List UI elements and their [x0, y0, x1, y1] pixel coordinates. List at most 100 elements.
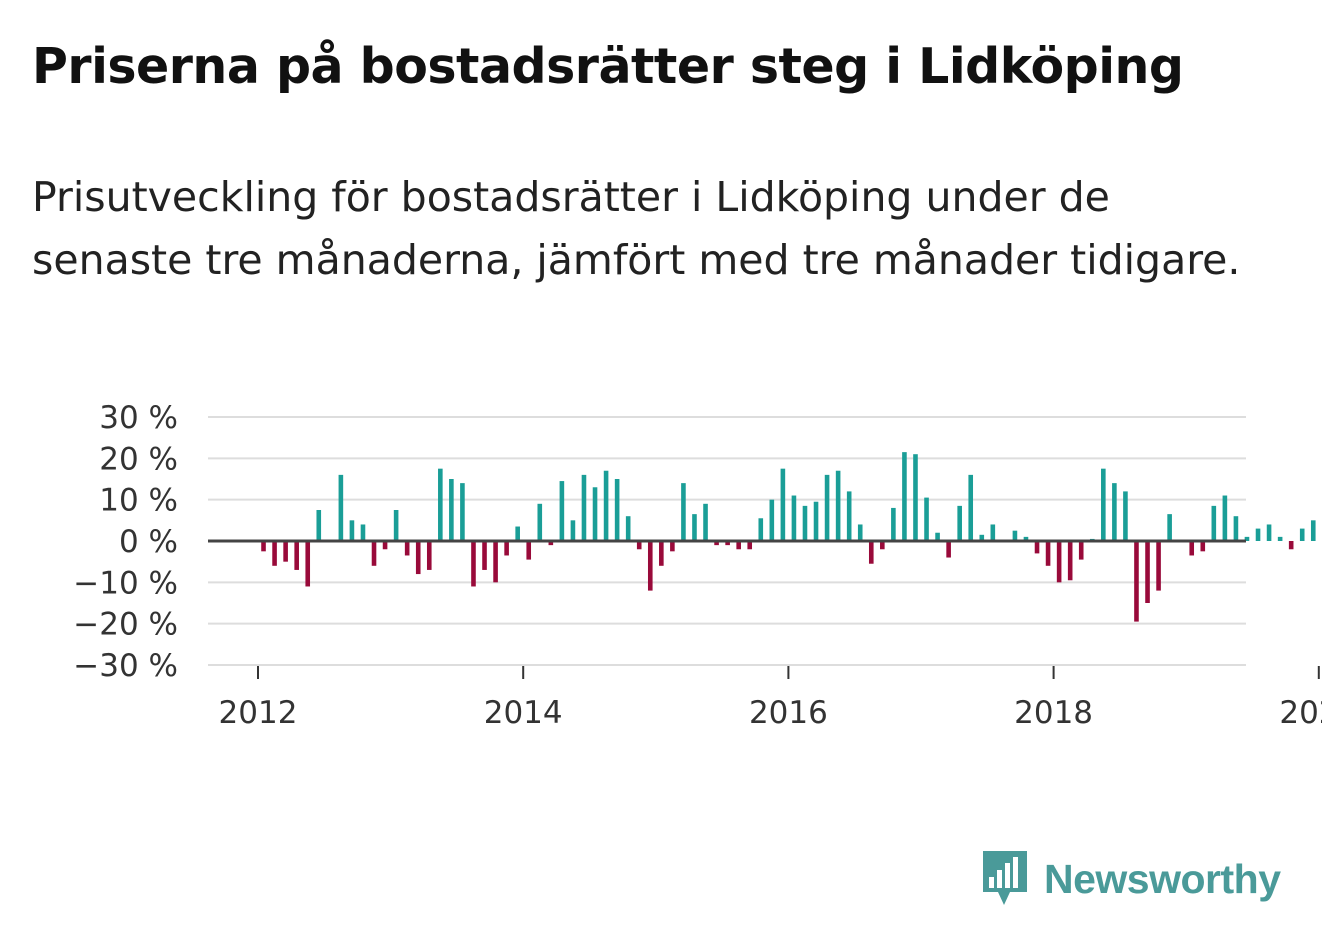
bar	[360, 524, 366, 541]
bar	[714, 541, 719, 546]
bar	[780, 468, 786, 541]
bar	[526, 541, 532, 560]
bar	[1067, 541, 1073, 581]
bar	[935, 532, 940, 541]
x-tick-label: 2014	[484, 695, 563, 731]
bars	[261, 452, 1316, 622]
bar	[979, 534, 985, 541]
bar	[924, 497, 929, 541]
bar	[1299, 528, 1305, 541]
bar	[747, 541, 753, 550]
x-axis: 20122014201620182020202220242026	[219, 666, 1322, 731]
bar	[1310, 520, 1316, 541]
bar	[1134, 541, 1139, 622]
y-tick-label: 10 %	[99, 483, 178, 519]
bar	[1244, 536, 1250, 541]
bar	[1200, 541, 1206, 552]
chart-title: Priserna på bostadsrätter steg i Lidköpi…	[32, 38, 1184, 95]
bar	[1123, 491, 1128, 541]
bar	[736, 541, 741, 550]
bar	[603, 470, 609, 541]
bar	[493, 541, 498, 583]
x-tick-label: 2020	[1279, 695, 1322, 731]
bar	[725, 541, 730, 546]
bar	[415, 541, 421, 575]
bar	[592, 487, 598, 541]
x-tick-label: 2012	[219, 695, 298, 731]
bar	[537, 503, 543, 541]
y-tick-label: −30 %	[73, 648, 178, 684]
bar	[449, 479, 454, 541]
brand-name: Newsworthy	[1044, 855, 1281, 902]
bar	[659, 541, 664, 566]
bar	[957, 505, 962, 541]
bar	[1211, 505, 1217, 541]
bar	[548, 541, 554, 546]
bar	[990, 524, 996, 541]
gridlines	[208, 416, 1246, 666]
bar	[1277, 536, 1283, 541]
bar	[426, 541, 432, 570]
bar	[846, 491, 852, 541]
bar-chart: 30 % 20 % 10 % 0 % −10 % −20 % −30 % 2012 2014 2…	[73, 400, 1322, 731]
newsworthy-logo: Newsworthy	[980, 848, 1281, 910]
bar	[1255, 528, 1261, 541]
chart-subtitle: Prisutveckling för bostadsrätter i Lidkö…	[32, 173, 1241, 284]
bar	[515, 526, 520, 541]
bar	[1288, 541, 1294, 550]
bar	[349, 520, 355, 541]
bar	[813, 501, 819, 541]
bar	[371, 541, 377, 566]
bar	[1101, 468, 1106, 541]
bar	[1012, 530, 1018, 541]
bar	[802, 505, 808, 541]
bar	[1056, 541, 1062, 583]
bar	[261, 541, 266, 552]
bar	[636, 541, 642, 550]
bar	[1222, 495, 1228, 541]
y-tick-label: 30 %	[99, 400, 178, 436]
bar	[1233, 516, 1239, 541]
bar	[1034, 541, 1040, 554]
bar	[570, 520, 576, 541]
bar-chart-logo-icon	[983, 851, 1027, 905]
bar	[338, 474, 344, 541]
y-axis: 30 % 20 % 10 % 0 % −10 % −20 % −30 %	[73, 400, 178, 684]
bar	[1266, 524, 1272, 541]
bar	[1045, 541, 1051, 566]
bar	[438, 468, 443, 541]
bar	[272, 541, 277, 566]
bar	[670, 541, 675, 552]
bar	[1167, 514, 1172, 541]
x-tick-label: 2018	[1014, 695, 1093, 731]
bar	[1112, 483, 1117, 541]
bar	[1189, 541, 1195, 556]
bar	[703, 503, 708, 541]
bar	[581, 474, 587, 541]
x-tick-label: 2016	[749, 695, 828, 731]
bar	[902, 452, 907, 541]
bar	[404, 541, 410, 556]
bar	[283, 541, 288, 562]
y-tick-label: 0 %	[119, 524, 178, 560]
bar	[769, 499, 775, 541]
bar	[482, 541, 487, 570]
bar	[868, 541, 874, 564]
bar	[891, 507, 896, 541]
bar	[316, 510, 322, 541]
bar	[1078, 541, 1084, 560]
bar	[791, 495, 797, 541]
bar	[681, 483, 686, 541]
bar	[614, 479, 620, 541]
bar	[824, 474, 830, 541]
bar	[968, 474, 974, 541]
bar	[835, 470, 841, 541]
bar	[1023, 536, 1029, 541]
bar	[305, 541, 311, 587]
bar	[625, 516, 631, 541]
y-tick-label: −10 %	[73, 565, 178, 601]
bar	[559, 481, 565, 541]
bar	[471, 541, 476, 587]
bar	[460, 483, 465, 541]
bar	[758, 518, 764, 541]
